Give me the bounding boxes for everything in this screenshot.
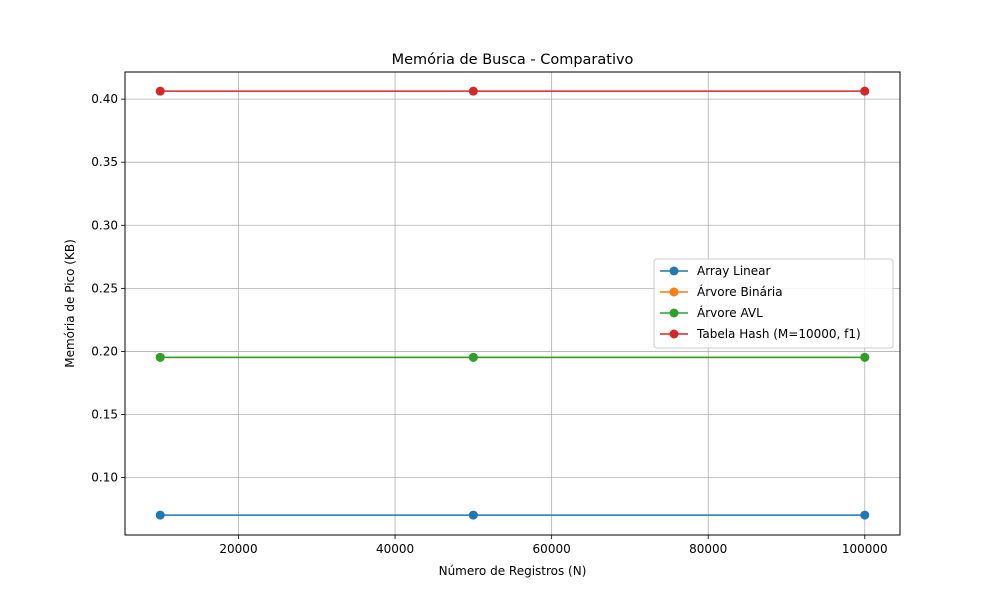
- x-axis-label: Número de Registros (N): [439, 564, 587, 578]
- legend-item: Array Linear: [660, 264, 770, 278]
- y-tick-label: 0.20: [91, 344, 118, 358]
- legend-item: Tabela Hash (M=10000, f1): [660, 327, 861, 341]
- data-point: [155, 510, 165, 520]
- series-3: [155, 86, 870, 96]
- legend-marker: [669, 287, 679, 297]
- grid: [125, 72, 900, 535]
- series-layer: [155, 86, 870, 520]
- legend-label: Array Linear: [697, 264, 770, 278]
- data-point: [468, 86, 478, 96]
- data-point: [155, 352, 165, 362]
- y-axis-label: Memória de Pico (KB): [63, 239, 77, 368]
- plot-frame: [124, 71, 901, 536]
- legend-item: Árvore AVL: [660, 305, 763, 320]
- data-point: [468, 352, 478, 362]
- x-tick-label: 60000: [533, 542, 571, 556]
- y-tick-label: 0.35: [91, 155, 118, 169]
- legend-label: Árvore Binária: [697, 284, 783, 299]
- x-tick-label: 40000: [376, 542, 414, 556]
- y-axis: 0.10 0.15 0.20 0.25 0.30 0.35 0.40: [91, 92, 125, 485]
- legend-item: Árvore Binária: [660, 284, 783, 299]
- data-point: [860, 86, 870, 96]
- y-tick-label: 0.25: [91, 281, 118, 295]
- legend-marker: [669, 266, 679, 276]
- x-tick-label: 20000: [219, 542, 257, 556]
- legend-box: [653, 258, 894, 349]
- legend: Array Linear Árvore Binária Árvore AVL Tabe…: [653, 258, 894, 349]
- legend-label: Árvore AVL: [697, 305, 763, 320]
- x-tick-label: 100000: [842, 542, 888, 556]
- y-tick-label: 0.40: [91, 92, 118, 106]
- legend-marker: [669, 329, 679, 339]
- series-2: [155, 352, 870, 362]
- legend-marker: [669, 308, 679, 318]
- data-point: [155, 86, 165, 96]
- data-point: [468, 510, 478, 520]
- legend-label: Tabela Hash (M=10000, f1): [696, 327, 861, 341]
- x-axis: 20000 40000 60000 80000 100000: [219, 535, 888, 556]
- y-tick-label: 0.15: [91, 408, 118, 422]
- y-tick-label: 0.30: [91, 218, 118, 232]
- series-0: [155, 510, 870, 520]
- x-tick-label: 80000: [689, 542, 727, 556]
- data-point: [860, 510, 870, 520]
- chart-title: Memória de Busca - Comparativo: [392, 52, 634, 68]
- data-point: [860, 352, 870, 362]
- y-tick-label: 0.10: [91, 471, 118, 485]
